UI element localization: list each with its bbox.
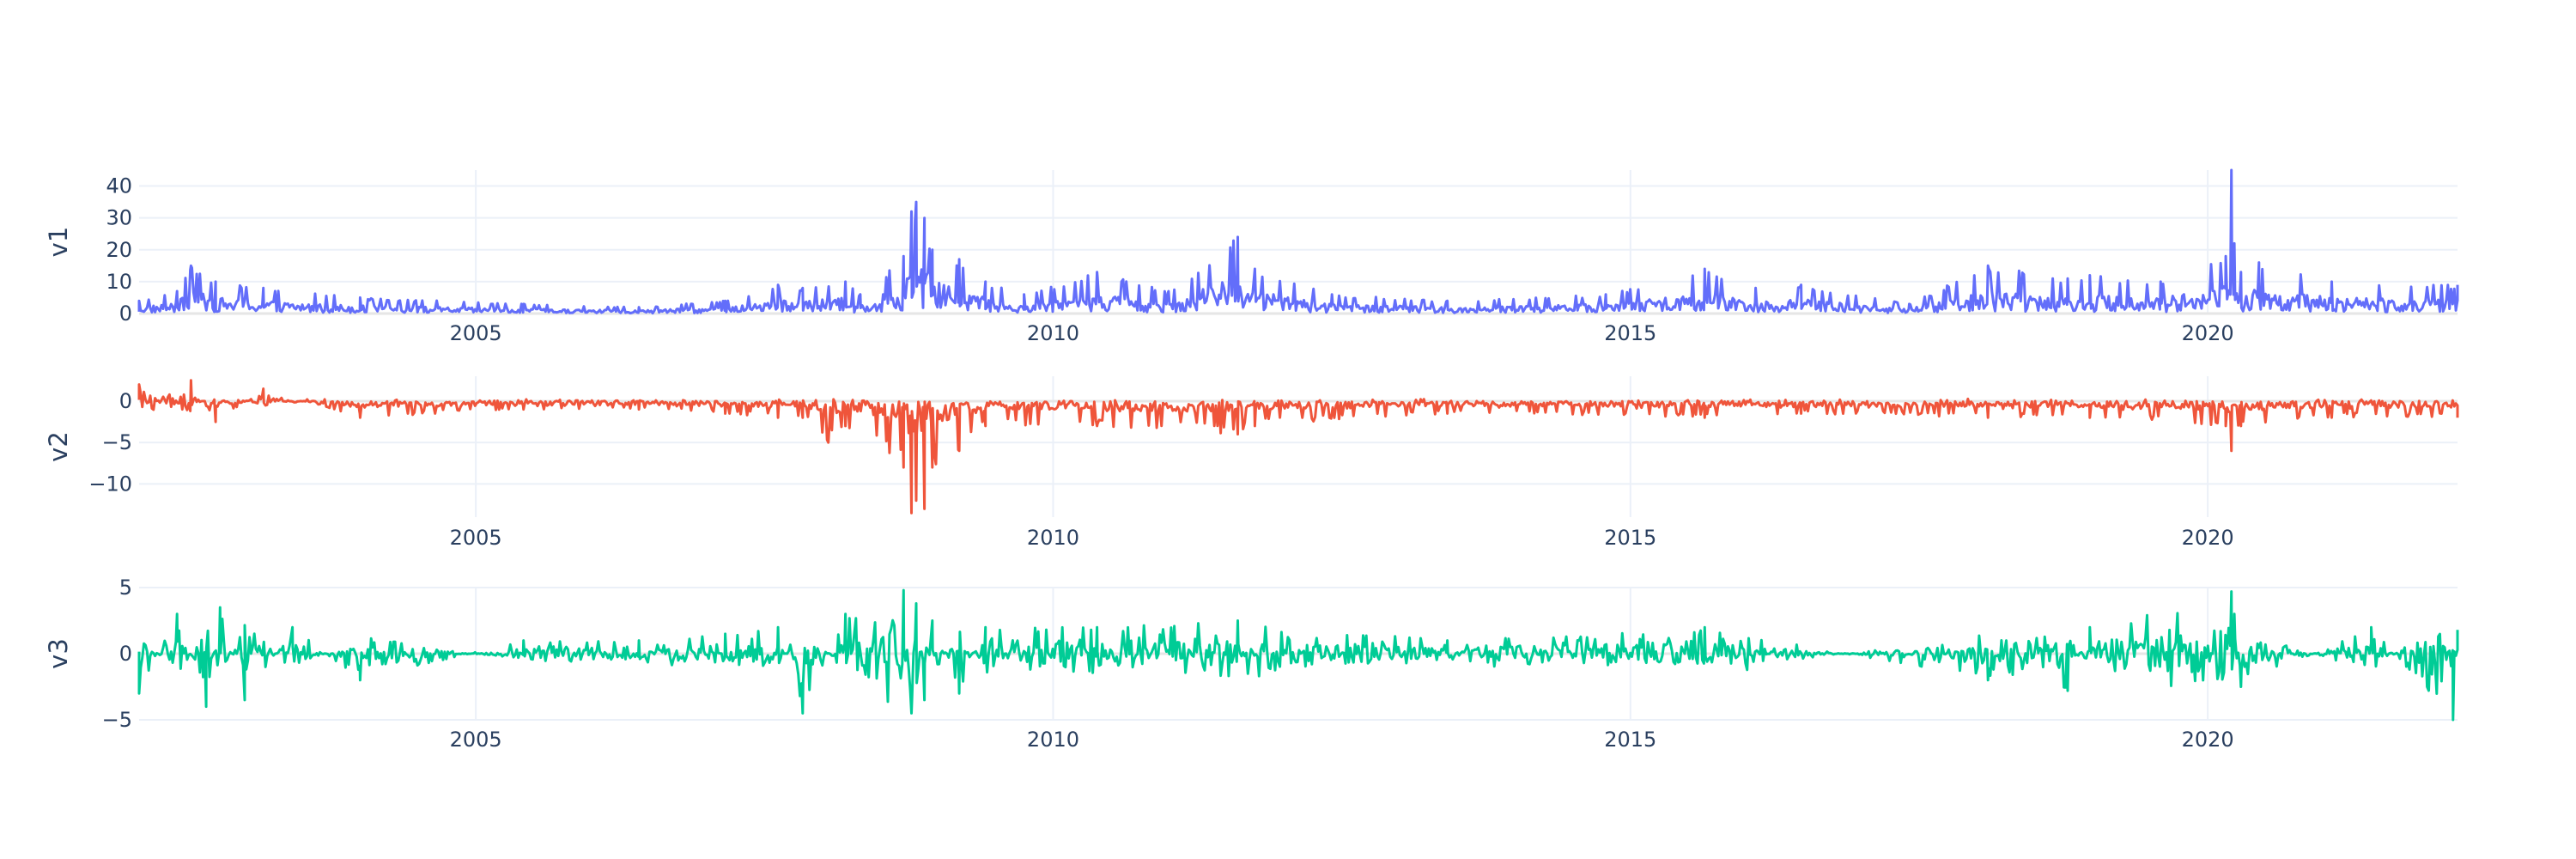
- y-tick-label: 0: [119, 389, 132, 413]
- x-tick-label: 2015: [1604, 321, 1656, 345]
- y-tick-label: −5: [102, 430, 132, 454]
- x-tick-label: 2005: [450, 526, 502, 550]
- x-tick-label: 2020: [2182, 526, 2234, 550]
- y-tick-label: 0: [119, 642, 132, 666]
- x-tick-label: 2015: [1604, 728, 1656, 752]
- y-tick-label: 5: [119, 576, 132, 600]
- y-tick-label: 20: [106, 238, 132, 262]
- y-tick-label: −10: [88, 472, 132, 496]
- y-tick-label: 10: [106, 270, 132, 294]
- y-tick-label: 30: [106, 206, 132, 230]
- series-line-v1: [137, 168, 2459, 315]
- x-tick-label: 2015: [1604, 526, 1656, 550]
- y-tick-label: −5: [102, 708, 132, 732]
- y-axis-title: v1: [44, 227, 73, 258]
- x-tick-label: 2010: [1027, 728, 1079, 752]
- y-tick-label: 0: [119, 302, 132, 326]
- y-axis-title: v2: [44, 431, 73, 462]
- x-tick-label: 2010: [1027, 526, 1079, 550]
- x-tick-label: 2020: [2182, 728, 2234, 752]
- x-tick-label: 2005: [450, 321, 502, 345]
- series-line-v2: [137, 379, 2459, 515]
- x-tick-label: 2020: [2182, 321, 2234, 345]
- series-line-v3: [137, 588, 2459, 722]
- x-tick-label: 2010: [1027, 321, 1079, 345]
- x-tick-label: 2005: [450, 728, 502, 752]
- y-tick-label: 40: [106, 174, 132, 198]
- y-axis-title: v3: [44, 638, 73, 669]
